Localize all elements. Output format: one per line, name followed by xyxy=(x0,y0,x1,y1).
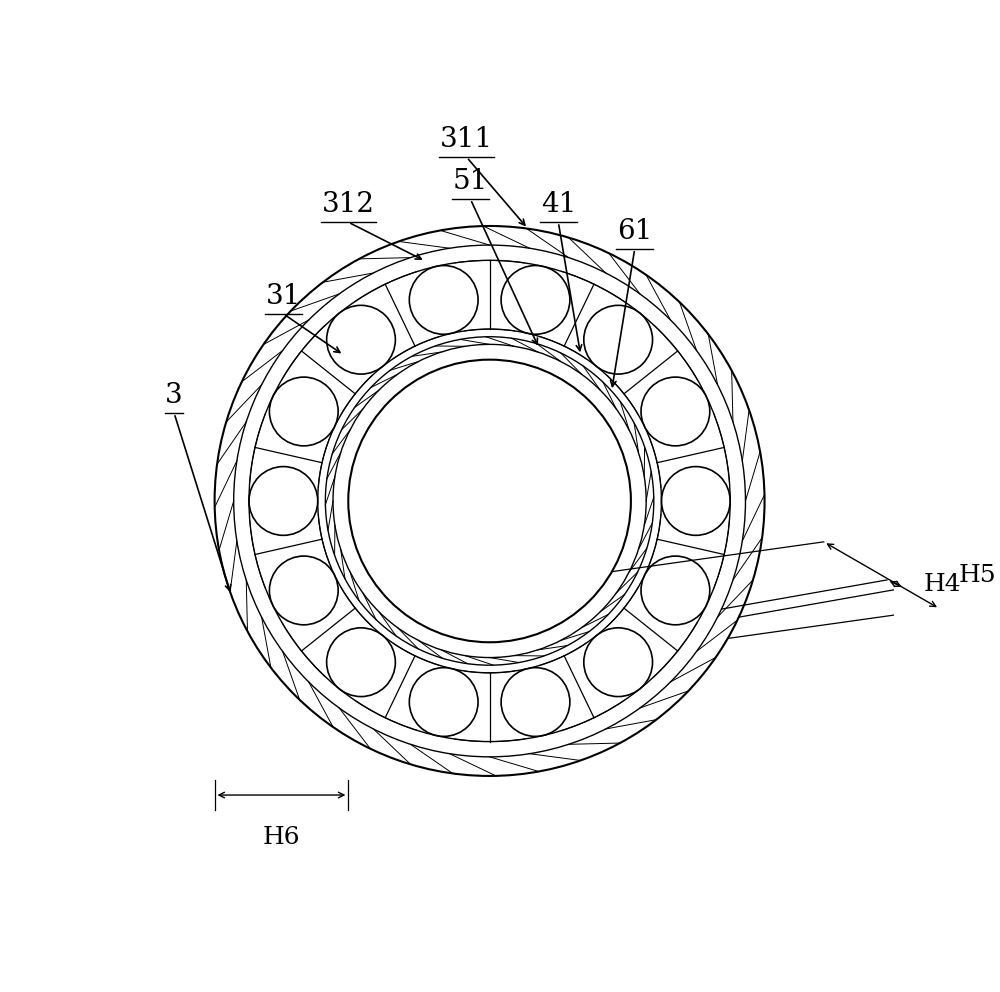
Text: 41: 41 xyxy=(541,191,576,218)
Text: H5: H5 xyxy=(959,563,996,586)
Text: H4: H4 xyxy=(923,572,961,595)
Text: 51: 51 xyxy=(453,169,488,195)
Text: 61: 61 xyxy=(617,218,652,245)
Text: 312: 312 xyxy=(322,191,375,218)
Text: H6: H6 xyxy=(263,825,300,848)
Text: 31: 31 xyxy=(266,283,301,310)
Text: 311: 311 xyxy=(440,126,493,154)
Text: 3: 3 xyxy=(165,382,183,410)
